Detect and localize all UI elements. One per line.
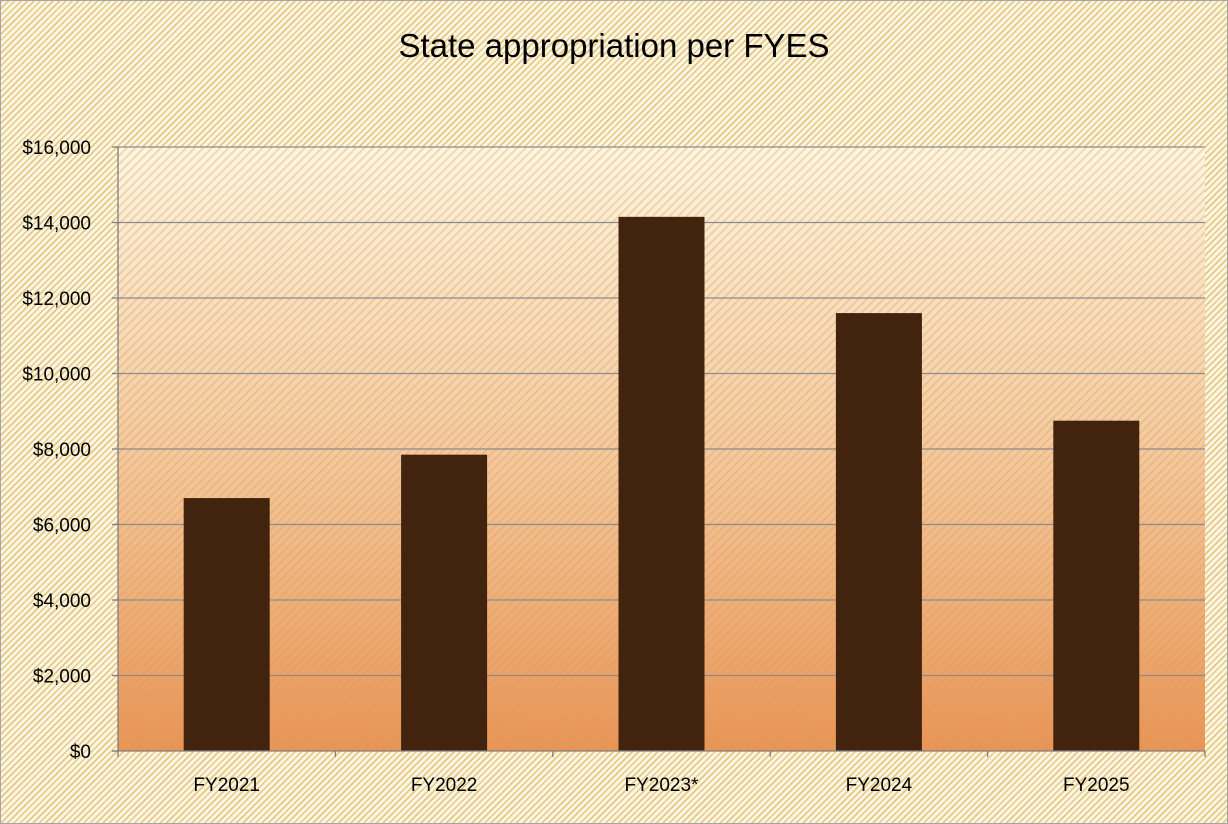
axes bbox=[112, 146, 1206, 757]
y-tick-label: $12,000 bbox=[22, 289, 91, 310]
y-tick-label: $16,000 bbox=[22, 138, 91, 159]
bar bbox=[618, 216, 705, 751]
x-tick-label: FY2024 bbox=[846, 775, 913, 796]
y-tick-label: $6,000 bbox=[33, 516, 91, 537]
bars bbox=[183, 216, 1140, 751]
x-tick-label: FY2022 bbox=[411, 775, 478, 796]
bar bbox=[1053, 420, 1140, 751]
bar bbox=[183, 498, 270, 751]
chart-title: State appropriation per FYES bbox=[398, 27, 830, 64]
x-tick-label: FY2025 bbox=[1063, 775, 1130, 796]
x-tick-label: FY2023* bbox=[625, 775, 700, 796]
x-tick-label: FY2021 bbox=[193, 775, 260, 796]
y-tick-label: $2,000 bbox=[33, 667, 91, 688]
y-tick-label: $0 bbox=[70, 742, 91, 763]
y-tick-label: $4,000 bbox=[33, 591, 91, 612]
x-axis-tick-labels: FY2021 FY2022 FY2023* FY2024 FY2025 bbox=[193, 775, 1129, 796]
bar bbox=[401, 454, 488, 751]
y-tick-label: $14,000 bbox=[22, 214, 91, 235]
y-tick-label: $10,000 bbox=[22, 365, 91, 386]
y-tick-label: $8,000 bbox=[33, 440, 91, 461]
y-axis-tick-labels: $0 $2,000 $4,000 $6,000 $8,000 $10,000 $12,000… bbox=[22, 138, 91, 763]
bar bbox=[835, 313, 922, 751]
